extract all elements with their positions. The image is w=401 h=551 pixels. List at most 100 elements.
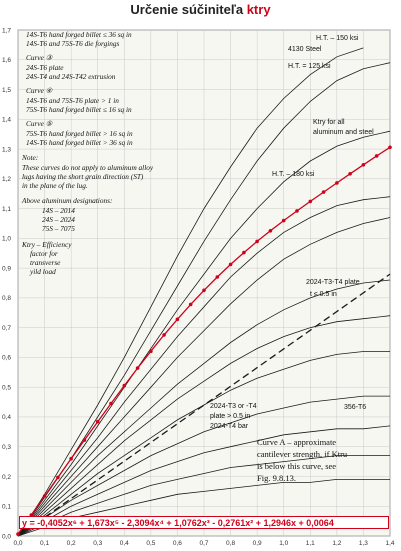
fit-point (175, 317, 180, 322)
chart-annotations: H.T. – 150 ksi 4130 Steel H.T. = 125 ksi Kt… (210, 35, 374, 430)
fit-point (255, 239, 259, 244)
note-line: 14S-T6 hand forged billet > 36 sq in (26, 138, 133, 147)
page-title: Určenie súčiniteľa ktry (0, 2, 401, 17)
fit-point (82, 438, 87, 442)
note-line: yild load (29, 267, 56, 276)
x-tick-label: 0,0 (13, 540, 22, 547)
y-tick-label: 1,4 (2, 117, 11, 124)
fit-point (29, 513, 34, 517)
y-tick-label: 1,5 (2, 87, 11, 94)
fit-point (202, 288, 206, 293)
fit-point (42, 494, 47, 498)
y-tick-label: 0,1 (2, 504, 11, 511)
fit-point (162, 333, 166, 337)
curve-a-note-line: Curve A – approximate (257, 437, 336, 447)
curve-annotation: 356-T6 (344, 404, 366, 411)
note-line: These curves do not apply to aluminum al… (22, 163, 154, 172)
fit-point (268, 229, 273, 233)
note-line: 75S-T6 hand forged billet > 16 sq in (26, 129, 133, 138)
curve-annotation: 2024-T4 bar (210, 423, 249, 430)
curve-a-note: Curve A – approximate cantilever strength… (257, 437, 348, 483)
x-tick-label: 1,3 (359, 540, 368, 547)
note-line: 14S-T6 and 75S-T6 die forgings (26, 39, 120, 48)
fit-point (149, 349, 153, 354)
y-tick-label: 0,4 (2, 414, 11, 421)
note-line: Note: (21, 153, 38, 162)
curve-annotation: 4130 Steel (288, 46, 322, 53)
note-line: 75S-T6 hand forged billet ≤ 16 sq in (26, 105, 132, 114)
fit-point (335, 181, 339, 185)
note-line: lugs having the short grain direction (S… (22, 172, 144, 181)
curve-annotation: plate > 0.5 in (210, 413, 250, 420)
y-tick-label: 1,7 (2, 27, 11, 34)
curve-annotation: 2024-T3-T4 plate (306, 279, 360, 286)
curve-annotation: 2024-T3 or -T4 (210, 403, 257, 410)
fit-point (374, 154, 379, 158)
y-axis: 0,0 0,1 0,2 0,3 0,4 0,5 0,6 0,7 0,8 0,9 1,0 1,1 1,2 1… (2, 27, 11, 540)
fit-equation-box: y = -0,4052x⁶ + 1,673x⁵ - 2,3094x⁴ + 1,0… (19, 516, 389, 529)
fit-point (361, 163, 366, 167)
efficiency-curve (17, 425, 391, 537)
note-line: 24S-T4 and 24S-T42 extrusion (26, 72, 116, 81)
note-line: 24S – 2024 (42, 215, 75, 224)
fit-point (388, 145, 392, 150)
note-line: Above aluminum designations: (21, 196, 112, 205)
efficiency-curve (17, 315, 391, 537)
curve-annotation: Ktry for all (313, 119, 345, 126)
x-tick-label: 0,7 (199, 540, 208, 547)
curve-annotation: H.T. – 150 ksi (316, 35, 359, 42)
efficiency-curve (17, 47, 364, 537)
efficiency-curve (17, 62, 391, 537)
curve-annotation: t ≤ 0.5 in (310, 291, 337, 298)
x-tick-label: 0,1 (40, 540, 49, 547)
note-line: 75S – 7075 (42, 224, 75, 233)
fit-point (348, 172, 352, 176)
ktry-chart: 0,0 0,1 0,2 0,3 0,4 0,5 0,6 0,7 0,8 0,9 1,0 1,1 1,2 1… (2, 27, 395, 547)
page-title-text: Určenie súčiniteľa (130, 2, 247, 17)
note-line: 24S-T6 plate (26, 63, 64, 72)
fit-point (16, 532, 20, 536)
note-line: 14S-T6 hand forged billet ≤ 36 sq in (26, 30, 132, 39)
x-tick-label: 1,4 (385, 540, 394, 547)
y-tick-label: 0,0 (2, 533, 11, 540)
y-tick-label: 0,8 (2, 295, 11, 302)
y-tick-label: 0,7 (2, 325, 11, 332)
fit-point (122, 383, 127, 388)
fit-point (308, 199, 313, 204)
x-tick-label: 0,8 (226, 540, 235, 547)
note-line: 14S – 2014 (42, 206, 75, 215)
efficiency-curves (17, 47, 391, 537)
fit-equation: y = -0,4052x⁶ + 1,673x⁵ - 2,3094x⁴ + 1,0… (22, 518, 334, 528)
fit-point (281, 218, 286, 223)
efficiency-curve (17, 279, 391, 537)
x-tick-label: 0,6 (173, 540, 182, 547)
fit-point (109, 401, 113, 406)
curve-annotation: aluminum and steel (313, 129, 374, 136)
fit-point (228, 262, 233, 267)
note-line: Curve ④ (26, 86, 53, 95)
x-tick-label: 0,4 (120, 540, 129, 547)
efficiency-curve (17, 455, 390, 537)
x-tick-label: 0,9 (253, 540, 262, 547)
efficiency-curve (17, 395, 390, 537)
fit-point (188, 302, 193, 307)
y-tick-label: 1,0 (2, 236, 11, 243)
x-tick-label: 0,3 (93, 540, 102, 547)
fit-point (69, 456, 73, 461)
x-tick-label: 1,0 (279, 540, 288, 547)
note-line: Curve ⑤ (26, 119, 53, 128)
fit-point (321, 190, 326, 194)
fit-point (215, 275, 220, 279)
curve-a-note-line: cantilever strength, if Ktru (257, 449, 348, 459)
curve-annotation: H.T. = 125 ksi (288, 63, 331, 70)
y-tick-label: 0,5 (2, 384, 11, 391)
efficiency-curve (17, 351, 390, 537)
efficiency-curve (17, 130, 391, 537)
y-tick-label: 0,2 (2, 474, 11, 481)
note-line: transverse (30, 258, 61, 267)
y-tick-label: 1,2 (2, 176, 11, 183)
note-line: 14S-T6 and 75S-T6 plate > 1 in (26, 96, 119, 105)
fit-curve (16, 145, 392, 536)
fit-point (295, 209, 299, 213)
efficiency-curve (17, 217, 391, 537)
